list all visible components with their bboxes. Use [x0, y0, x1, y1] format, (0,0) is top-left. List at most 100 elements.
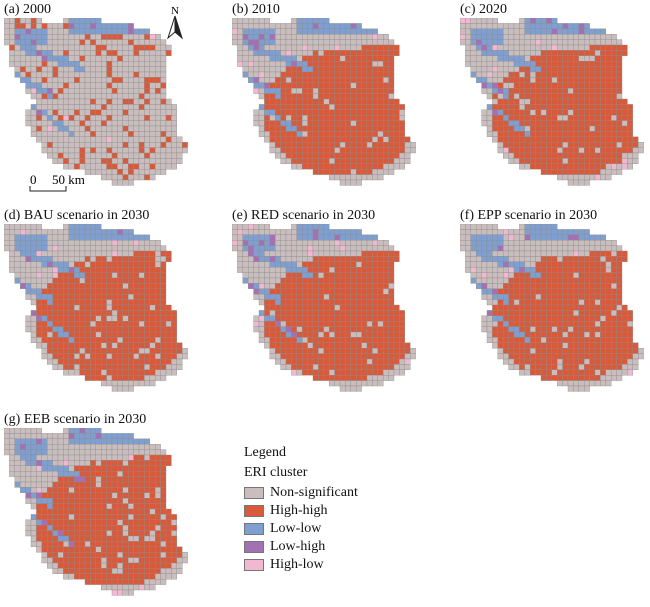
grid-cell	[551, 375, 558, 381]
grid-cell	[36, 283, 42, 289]
grid-cell	[160, 375, 167, 381]
grid-cell	[253, 267, 260, 273]
grid-cell	[372, 39, 378, 46]
grid-cell	[275, 104, 281, 110]
grid-cell	[269, 321, 276, 327]
grid-cell	[133, 104, 140, 110]
grid-cell	[388, 104, 395, 110]
grid-cell	[14, 256, 21, 262]
grid-cell	[253, 23, 260, 29]
grid-cell	[594, 288, 601, 295]
grid-cell	[307, 61, 314, 67]
grid-cell	[14, 66, 21, 73]
grid-cell	[334, 337, 341, 343]
grid-cell	[128, 98, 134, 105]
grid-cell	[90, 163, 96, 170]
grid-cell	[535, 125, 542, 132]
grid-cell	[122, 315, 129, 322]
grid-cell	[280, 229, 287, 235]
grid-cell	[530, 152, 536, 159]
grid-cell	[513, 321, 520, 327]
grid-cell	[605, 115, 612, 121]
grid-cell	[513, 66, 520, 73]
grid-cell	[275, 88, 281, 94]
grid-cell	[47, 66, 53, 73]
grid-cell	[84, 358, 91, 365]
grid-cell	[584, 39, 590, 46]
grid-cell	[285, 147, 292, 154]
grid-cell	[573, 353, 579, 360]
grid-cell	[176, 364, 183, 370]
grid-cell	[138, 261, 145, 268]
grid-cell	[508, 331, 515, 338]
grid-cell	[600, 375, 606, 381]
grid-cell	[535, 364, 542, 370]
grid-cell	[84, 61, 91, 67]
grid-cell	[540, 342, 547, 349]
grid-cell	[339, 342, 346, 349]
grid-cell	[524, 304, 531, 311]
grid-cell	[36, 465, 42, 472]
grid-cell	[540, 364, 547, 370]
grid-cell	[57, 77, 64, 83]
grid-cell	[101, 454, 107, 461]
grid-cell	[122, 481, 129, 488]
grid-cell	[318, 142, 324, 148]
grid-cell	[562, 229, 569, 235]
grid-cell	[312, 283, 319, 289]
grid-cell	[632, 342, 639, 349]
grid-cell	[25, 224, 32, 230]
grid-cell	[318, 71, 324, 78]
grid-cell	[30, 299, 37, 306]
grid-cell	[616, 109, 623, 116]
grid-cell	[470, 23, 477, 29]
grid-cell	[41, 229, 48, 235]
grid-cell	[302, 88, 308, 94]
grid-cell	[41, 50, 48, 56]
grid-cell	[513, 131, 520, 137]
grid-cell	[312, 321, 319, 327]
grid-cell	[36, 310, 42, 316]
grid-cell	[611, 294, 617, 300]
grid-cell	[383, 358, 389, 365]
grid-cell	[128, 342, 134, 349]
north-arrow-icon: N	[166, 5, 184, 40]
grid-cell	[329, 77, 335, 83]
grid-cell	[117, 71, 123, 78]
grid-cell	[519, 224, 525, 230]
grid-cell	[117, 125, 123, 132]
grid-cell	[567, 174, 574, 181]
grid-cell	[9, 438, 15, 445]
grid-cell	[594, 44, 601, 51]
grid-cell	[513, 77, 520, 83]
grid-cell	[312, 267, 319, 273]
grid-cell	[160, 245, 167, 252]
grid-cell	[41, 267, 48, 273]
grid-cell	[476, 229, 482, 235]
grid-cell	[557, 61, 563, 67]
grid-cell	[497, 310, 504, 316]
grid-cell	[106, 163, 113, 170]
grid-cell	[160, 125, 167, 132]
grid-cell	[567, 158, 574, 164]
grid-cell	[350, 315, 357, 322]
grid-cell	[356, 82, 362, 89]
grid-cell	[106, 88, 113, 94]
grid-cell	[90, 88, 96, 94]
grid-cell	[361, 358, 368, 365]
grid-cell	[600, 88, 606, 94]
grid-cell	[508, 283, 515, 289]
grid-cell	[160, 337, 167, 343]
grid-cell	[388, 163, 395, 170]
grid-cell	[497, 267, 504, 273]
grid-cell	[106, 120, 113, 127]
grid-cell	[372, 142, 378, 148]
grid-cell	[540, 229, 547, 235]
grid-cell	[144, 375, 150, 381]
grid-cell	[79, 277, 86, 284]
grid-cell	[339, 277, 346, 284]
grid-cell	[291, 34, 297, 40]
grid-cell	[388, 283, 395, 289]
grid-cell	[36, 481, 42, 488]
grid-cell	[567, 267, 574, 273]
